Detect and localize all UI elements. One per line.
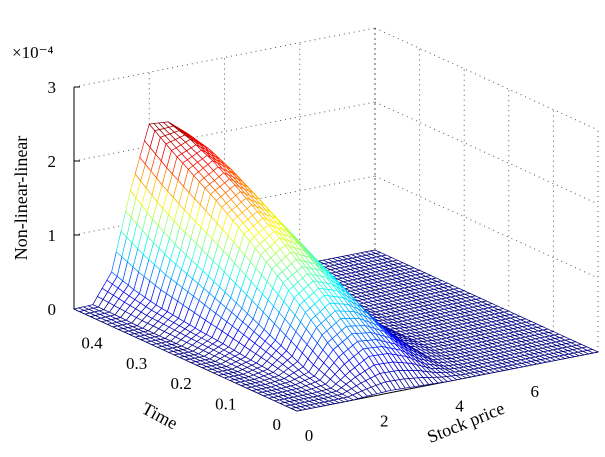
z-multiplier-label: ×10⁻⁴: [12, 43, 54, 62]
gridline-back-z: [73, 175, 376, 236]
x-tick-label: 0: [305, 426, 314, 445]
y-tick-label: 0.1: [215, 395, 236, 414]
z-tick-label: 3: [48, 78, 57, 97]
gridline-side-z: [374, 27, 599, 131]
y-tick-label: 0.3: [126, 354, 147, 373]
gridline-side-z: [374, 175, 599, 279]
z-tick-label: 1: [48, 226, 57, 245]
gridline-back-z: [73, 101, 376, 162]
z-tick-label: 0: [48, 300, 57, 319]
z-tick-label: 2: [48, 152, 57, 171]
gridline-side-z: [374, 101, 599, 205]
y-tick-label: 0.2: [171, 374, 192, 393]
gridline-back-z: [73, 27, 376, 88]
x-axis-label: Stock price: [424, 398, 507, 447]
x-tick-label: 6: [531, 382, 540, 401]
y-tick-label: 0: [273, 415, 282, 434]
y-axis-label: Time: [139, 398, 181, 433]
y-tick-label: 0.4: [81, 333, 103, 352]
surface-cell: [586, 349, 600, 354]
z-axis-label: Non-linear-linear: [11, 136, 31, 261]
surface-mesh: [72, 121, 600, 412]
x-tick-label: 2: [380, 411, 389, 430]
x-tick-label: 4: [455, 397, 464, 416]
